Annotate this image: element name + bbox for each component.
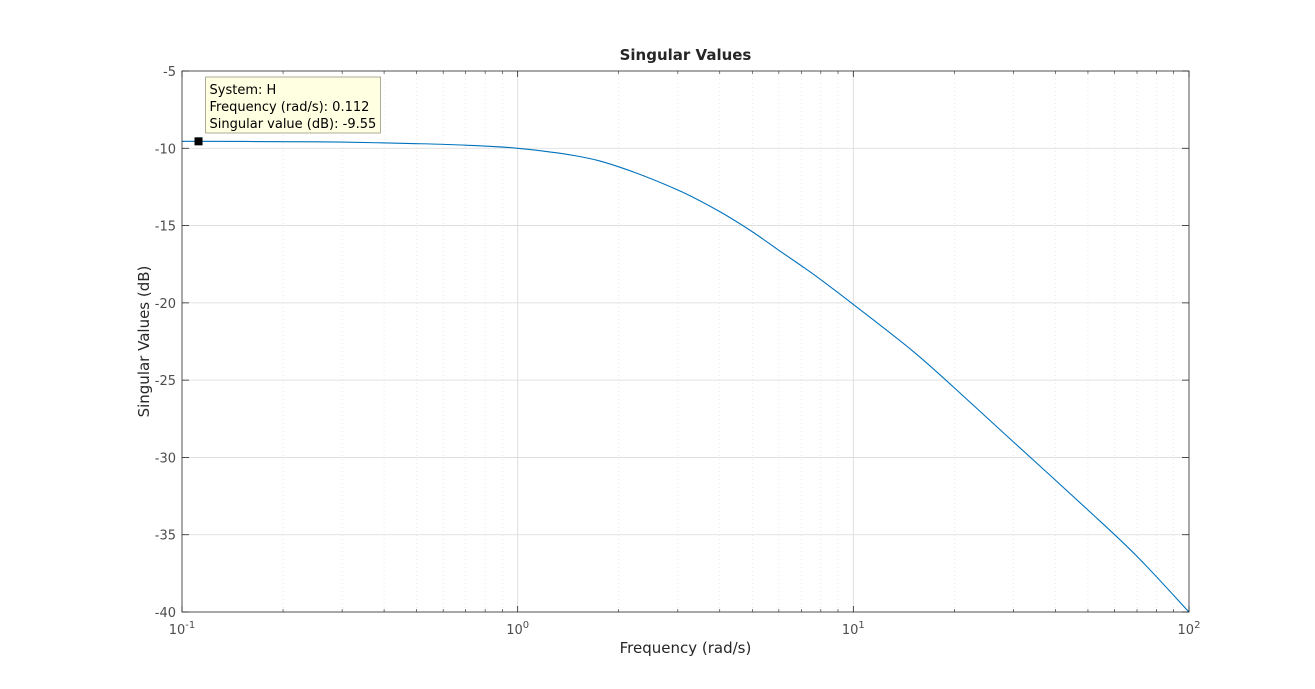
y-tick-label: -5 — [163, 65, 176, 80]
x-axis-label: Frequency (rad/s) — [620, 639, 752, 657]
x-tick-labels: 10-1 100 101 102 — [169, 620, 1201, 638]
y-tick-label: -40 — [155, 606, 176, 621]
datatip[interactable]: System: H Frequency (rad/s): 0.112 Singu… — [194, 76, 381, 146]
datatip-singular-value: Singular value (dB): -9.55 — [210, 117, 377, 132]
datatip-box — [205, 76, 381, 134]
series-line — [181, 140, 1190, 613]
y-tick-label: -20 — [155, 297, 176, 312]
datatip-frequency: Frequency (rad/s): 0.112 — [210, 100, 370, 115]
x-tick-label: 10-1 — [169, 620, 196, 638]
axes-frame — [181, 70, 1190, 613]
tick-marks — [181, 70, 1190, 613]
chart-title: Singular Values — [620, 46, 752, 64]
datatip-marker[interactable] — [194, 137, 203, 146]
y-tick-label: -25 — [155, 374, 176, 389]
axes-background — [182, 71, 1189, 612]
x-tick-label: 100 — [506, 620, 529, 638]
y-tick-label: -10 — [155, 142, 176, 157]
y-tick-label: -15 — [155, 220, 176, 235]
major-grid — [182, 71, 1189, 612]
y-axis-label: Singular Values (dB) — [135, 266, 153, 418]
x-tick-label: 101 — [842, 620, 865, 638]
y-tick-labels: -5 -10 -15 -20 -25 -30 -35 -40 — [155, 65, 176, 621]
y-tick-label: -35 — [155, 529, 176, 544]
datatip-system: System: H — [210, 83, 277, 98]
x-tick-label: 102 — [1178, 620, 1201, 638]
y-tick-label: -30 — [155, 451, 176, 466]
